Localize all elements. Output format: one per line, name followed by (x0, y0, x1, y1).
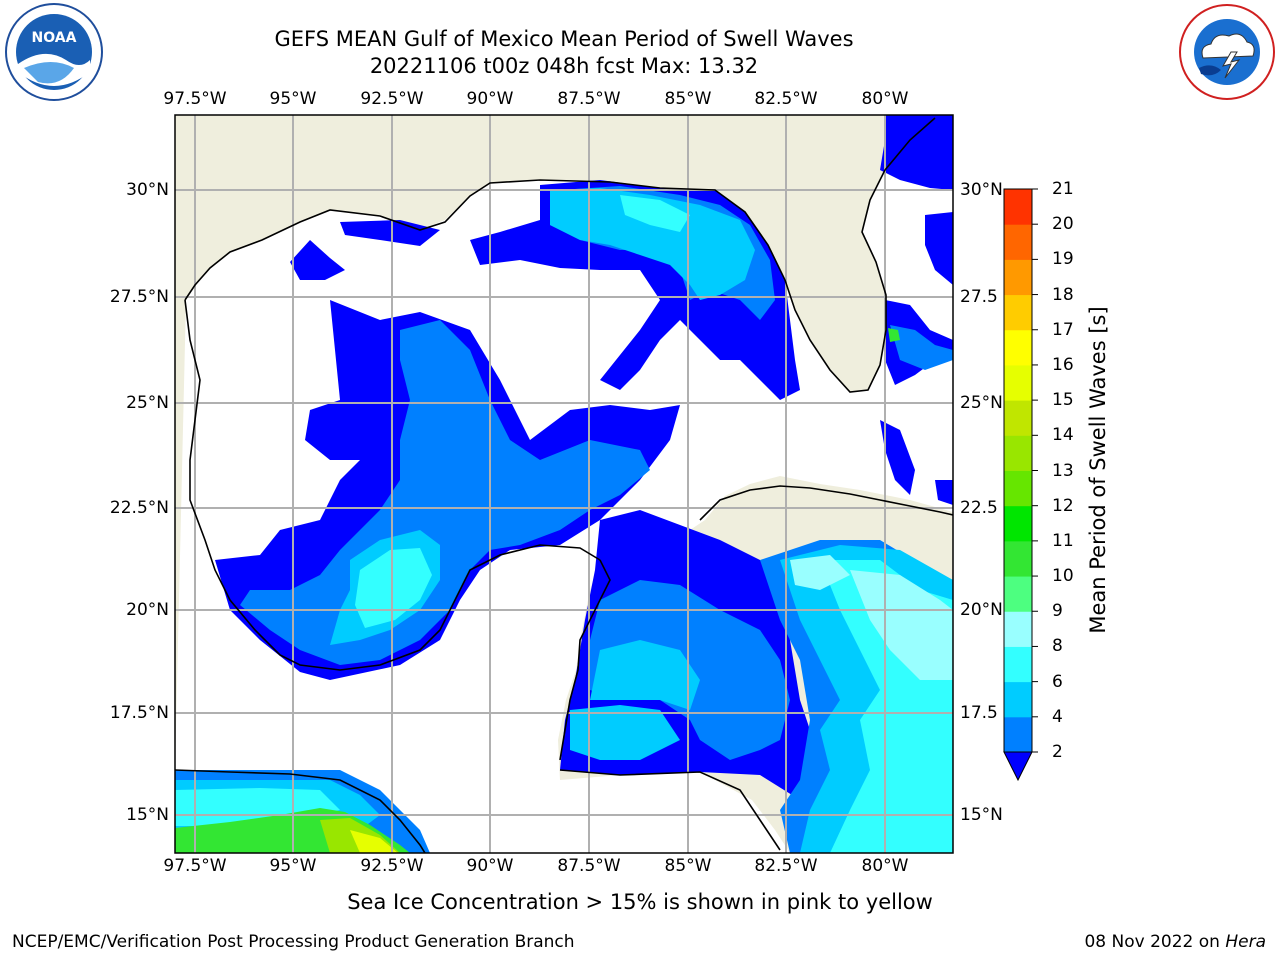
lat-tick-label-left: 17.5°N (109, 703, 169, 723)
colorbar-under-extend (1003, 751, 1033, 782)
colorbar-tick-label: 21 (1052, 179, 1074, 199)
colorbar-tick-label: 13 (1052, 460, 1074, 481)
lat-tick-label-right: 30°N (960, 180, 1003, 200)
colorbar-swatch (1004, 611, 1032, 647)
lon-tick-label: 92.5°W (360, 856, 424, 876)
lon-tick-label: 90°W (466, 856, 514, 876)
colorbar-swatch (1004, 259, 1032, 296)
footer-date: 08 Nov 2022 on Hera (1084, 932, 1266, 952)
colorbar-swatch (1004, 716, 1032, 753)
lon-tick-label: 80°W (861, 856, 909, 876)
colorbar-tick-label: 2 (1052, 742, 1063, 762)
lon-tick-label: 85°W (664, 856, 712, 876)
nws-logo (1177, 2, 1277, 106)
colorbar-tick-label: 20 (1052, 214, 1074, 235)
lon-tick-label: 87.5°W (557, 856, 621, 876)
colorbar-swatch (1004, 224, 1032, 260)
map-title: GEFS MEAN Gulf of Mexico Mean Period of … (274, 27, 854, 51)
colorbar-tick-label: 9 (1052, 601, 1063, 622)
lon-tick-label: 90°W (466, 89, 514, 109)
colorbar-tick-label: 12 (1052, 495, 1074, 516)
lat-tick-label-right: 27.5 (960, 287, 998, 307)
colorbar-tick-label: 19 (1052, 249, 1074, 270)
lon-tick-label: 92.5°W (360, 89, 424, 109)
lat-tick-label-left: 30°N (126, 180, 169, 200)
colorbar-swatch (1004, 540, 1032, 577)
footer-credit: NCEP/EMC/Verification Post Processing Pr… (12, 932, 575, 952)
footer-date-text: 08 Nov 2022 on (1084, 932, 1220, 952)
lat-tick-label-right: 22.5 (960, 498, 998, 518)
map-subtitle: 20221106 t00z 048h fcst Max: 13.32 (369, 54, 759, 78)
colorbar-tick-label: 16 (1052, 354, 1074, 375)
footer-machine: Hera (1225, 932, 1266, 952)
colorbar-swatch (1004, 364, 1032, 401)
colorbar-swatch (1004, 576, 1032, 612)
lon-tick-label: 82.5°W (754, 89, 818, 109)
colorbar (1003, 188, 1038, 782)
colorbar-tick-label: 4 (1052, 706, 1063, 727)
colorbar-swatch (1004, 505, 1032, 542)
lon-tick-label: 97.5°W (163, 856, 227, 876)
colorbar-title: Mean Period of Swell Waves [s] (1086, 306, 1110, 634)
colorbar-swatch (1004, 189, 1032, 225)
colorbar-tick-label: 15 (1052, 390, 1074, 411)
colorbar-swatch (1004, 400, 1032, 436)
colorbar-swatch (1004, 470, 1032, 507)
colorbar-tick-label: 18 (1052, 284, 1074, 305)
sea-ice-note: Sea Ice Concentration > 15% is shown in … (347, 890, 933, 914)
lat-tick-label-left: 15°N (126, 805, 169, 825)
noaa-logo-text: NOAA (32, 30, 77, 46)
lat-tick-label-right: 15°N (960, 805, 1003, 825)
lat-tick-label-right: 25°N (960, 393, 1003, 413)
colorbar-swatch (1004, 646, 1032, 683)
lat-tick-label-left: 20°N (126, 600, 169, 620)
lat-tick-label-left: 22.5°N (109, 498, 169, 518)
lon-tick-label: 87.5°W (557, 89, 621, 109)
colorbar-swatch (1004, 681, 1032, 718)
lon-tick-label: 95°W (269, 856, 317, 876)
lon-tick-label: 82.5°W (754, 856, 818, 876)
lon-tick-label: 80°W (861, 89, 909, 109)
colorbar-tick-label: 6 (1052, 671, 1063, 692)
colorbar-tick-label: 11 (1052, 530, 1074, 551)
colorbar-tick-label: 17 (1052, 319, 1074, 340)
lat-tick-label-left: 25°N (126, 393, 169, 413)
noaa-logo: NOAA (4, 2, 104, 106)
lat-tick-label-right: 17.5 (960, 703, 998, 723)
lon-tick-label: 95°W (269, 89, 317, 109)
lat-tick-label-right: 20°N (960, 600, 1003, 620)
colorbar-swatch (1004, 329, 1032, 366)
map-frame (174, 114, 954, 854)
lon-tick-label: 85°W (664, 89, 712, 109)
colorbar-swatch (1004, 294, 1032, 331)
colorbar-tick-label: 10 (1052, 566, 1074, 587)
colorbar-swatch (1004, 435, 1032, 471)
lat-tick-label-left: 27.5°N (109, 287, 169, 307)
colorbar-tick-label: 14 (1052, 425, 1074, 446)
lon-tick-label: 97.5°W (163, 89, 227, 109)
colorbar-tick-label: 8 (1052, 636, 1063, 657)
